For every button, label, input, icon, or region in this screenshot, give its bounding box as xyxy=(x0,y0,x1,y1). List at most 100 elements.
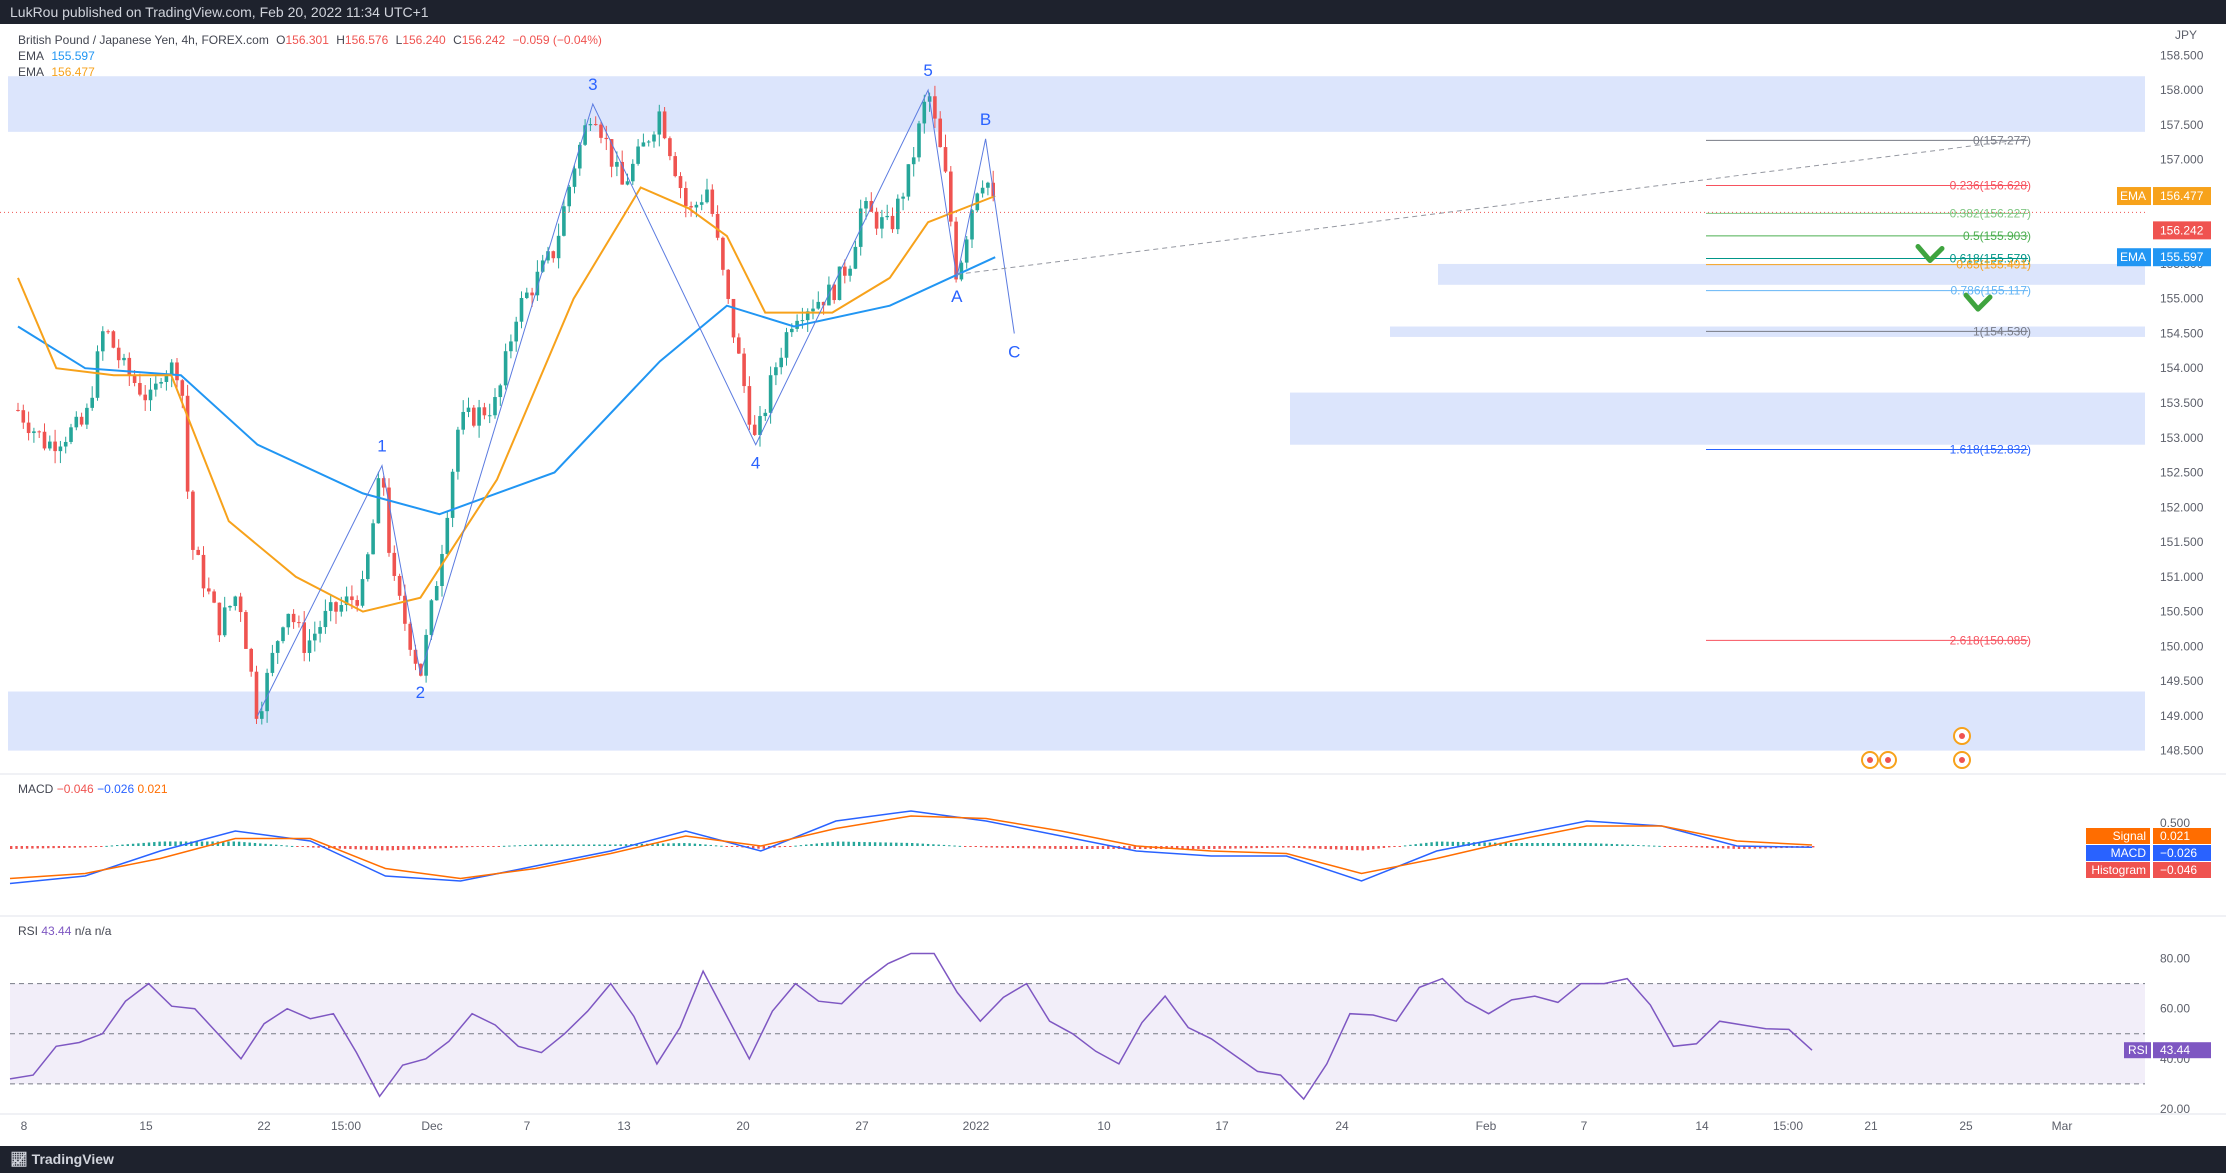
macd-histogram-bar xyxy=(884,842,887,846)
macd-histogram-bar xyxy=(312,846,315,848)
price-tick-label: 152.000 xyxy=(2160,500,2204,514)
macd-histogram-bar xyxy=(1181,846,1184,849)
macd-histogram-bar xyxy=(571,844,575,846)
macd-histogram-bar xyxy=(672,843,675,846)
macd-histogram-bar xyxy=(386,846,389,851)
ema-slow-value: 155.597 xyxy=(51,49,95,63)
rsi-legend[interactable]: RSI 43.44 n/a n/a xyxy=(18,924,112,938)
candle-body xyxy=(95,351,100,398)
candle-body xyxy=(917,123,921,158)
ema-slow-legend[interactable]: EMA 155.597 xyxy=(18,49,95,63)
macd-histogram-bar xyxy=(1812,846,1815,848)
candle-body xyxy=(493,397,497,416)
ohlc-close: C156.242 xyxy=(453,33,506,47)
macd-histogram-bar xyxy=(259,843,262,846)
macd-tag-name: Signal xyxy=(2113,829,2146,843)
macd-histogram-bar xyxy=(349,846,352,850)
macd-tag-value: 0.021 xyxy=(2160,829,2190,843)
candle-body xyxy=(403,595,407,624)
macd-histogram-bar xyxy=(301,846,304,847)
ohlc-high: H156.576 xyxy=(336,33,389,47)
macd-tag-value-bg xyxy=(2153,845,2211,861)
macd-histogram-bar xyxy=(78,846,82,848)
candle-body xyxy=(26,422,31,434)
macd-legend[interactable]: MACD −0.046 −0.026 0.021 xyxy=(18,782,168,796)
last-price-tag: 156.242 xyxy=(2160,223,2204,237)
candle-body xyxy=(636,146,640,164)
macd-histogram-bar xyxy=(566,844,569,846)
fib-level-label: 0.236(156.628) xyxy=(1950,179,2031,193)
macd-histogram-bar xyxy=(1239,846,1242,849)
candle-body xyxy=(821,301,826,306)
macd-histogram-bar xyxy=(508,845,511,847)
macd-histogram-bar xyxy=(831,841,834,846)
macd-histogram-bar xyxy=(826,842,829,846)
candle-body xyxy=(79,416,84,425)
macd-histogram-bar xyxy=(709,844,712,846)
price-chart-svg[interactable]: 158.500158.000157.500157.000156.500156.0… xyxy=(0,24,2226,1146)
macd-histogram-bar xyxy=(593,844,596,846)
macd-histogram-bar xyxy=(677,843,681,846)
macd-histogram-bar xyxy=(1605,843,1608,846)
macd-histogram-bar xyxy=(1515,843,1518,846)
candle-body xyxy=(53,441,57,452)
candle-body xyxy=(440,553,444,587)
macd-histogram-bar xyxy=(25,846,29,849)
chart-area[interactable]: 158.500158.000157.500157.000156.500156.0… xyxy=(0,24,2226,1146)
candle-body xyxy=(101,331,105,352)
candle-body xyxy=(784,332,789,358)
macd-histogram-bar xyxy=(1260,846,1264,849)
candle-body xyxy=(848,268,852,276)
macd-histogram-bar xyxy=(1244,846,1248,849)
candle-body xyxy=(116,347,121,361)
candle-body xyxy=(472,407,476,426)
candle-body xyxy=(699,202,704,205)
candle-body xyxy=(376,478,381,524)
macd-histogram-bar xyxy=(762,846,765,849)
candle-body xyxy=(323,610,328,628)
macd-histogram-bar xyxy=(1064,846,1068,849)
candle-body xyxy=(726,269,730,299)
macd-histogram-bar xyxy=(68,846,71,848)
macd-line-value: −0.026 xyxy=(97,782,135,796)
macd-histogram-bar xyxy=(937,844,940,846)
macd-histogram-bar xyxy=(476,846,479,847)
candle-body xyxy=(42,431,47,449)
candle-body xyxy=(970,210,974,240)
ohlc-open: O156.301 xyxy=(276,33,329,47)
macd-histogram-bar xyxy=(434,846,437,849)
macd-histogram-bar xyxy=(1626,844,1629,846)
candle-body xyxy=(885,215,889,218)
price-axis-bg xyxy=(2145,24,2226,1146)
macd-histogram-bar xyxy=(1186,846,1189,849)
macd-histogram-bar xyxy=(190,841,193,846)
macd-histogram-bar xyxy=(1716,846,1719,849)
macd-histogram-bar xyxy=(1679,846,1682,847)
ema-fast-legend[interactable]: EMA 156.477 xyxy=(18,65,95,79)
candle-body xyxy=(657,111,662,135)
candle-body xyxy=(461,411,465,430)
candle-body xyxy=(127,357,132,376)
macd-histogram-bar xyxy=(285,845,288,847)
macd-histogram-bar xyxy=(545,844,548,846)
candle-body xyxy=(429,600,434,635)
macd-histogram-bar xyxy=(317,846,320,848)
candle-body xyxy=(758,416,762,435)
time-tick-label: 8 xyxy=(21,1119,28,1133)
time-tick-label: Mar xyxy=(2052,1119,2073,1133)
macd-histogram-bar xyxy=(460,846,463,848)
macd-histogram-bar xyxy=(222,841,225,846)
brand-bar: 📈︎ TradingView xyxy=(0,1146,2226,1173)
candle-body xyxy=(291,613,296,623)
candle-body xyxy=(890,215,895,230)
macd-histogram-bar xyxy=(1361,846,1364,851)
macd-histogram-bar xyxy=(1748,846,1751,849)
macd-histogram-bar xyxy=(529,844,532,846)
candle-body xyxy=(328,602,333,611)
macd-histogram-bar xyxy=(916,843,919,846)
price-tick-label: 157.500 xyxy=(2160,118,2204,132)
fib-level-label: 0.5(155.903) xyxy=(1963,229,2031,243)
time-tick-label: Feb xyxy=(1476,1119,1497,1133)
macd-histogram-bar xyxy=(1753,846,1757,849)
candle-body xyxy=(662,111,667,139)
